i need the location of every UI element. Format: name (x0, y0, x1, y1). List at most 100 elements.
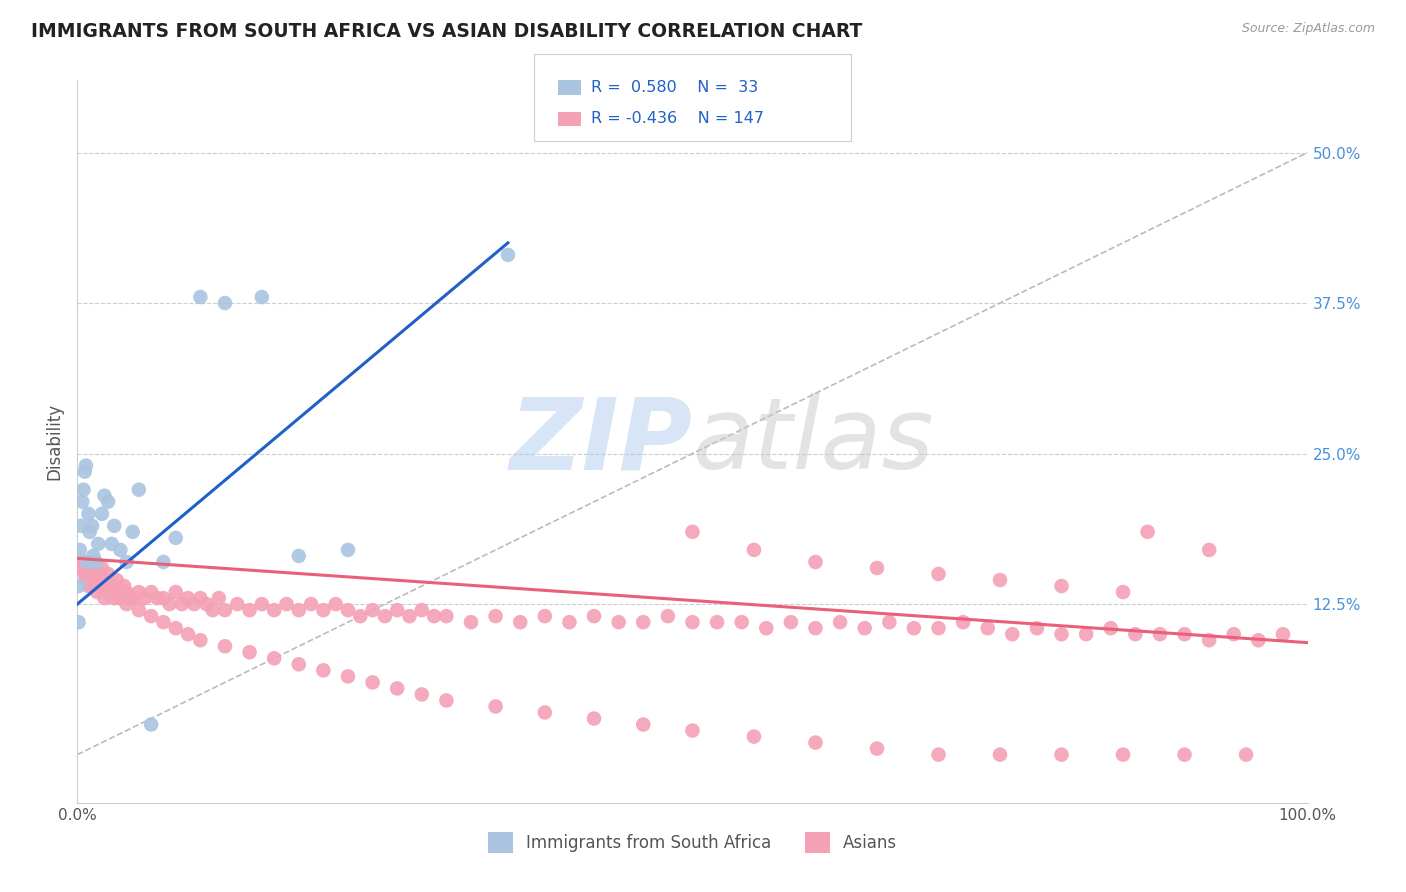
Point (361, 603, 384, 617)
Point (97, 494, 120, 508)
Point (141, 717, 163, 731)
Point (195, 597, 218, 611)
Point (90, 561, 114, 575)
Point (170, 597, 193, 611)
Point (928, 747, 950, 762)
Point (496, 248, 519, 262)
Point (239, 645, 262, 659)
Point (76, 555, 98, 569)
Point (1001, 627, 1024, 641)
Point (80, 567, 103, 582)
Text: IMMIGRANTS FROM SOUTH AFRICA VS ASIAN DISABILITY CORRELATION CHART: IMMIGRANTS FROM SOUTH AFRICA VS ASIAN DI… (31, 22, 862, 41)
Point (1247, 633, 1270, 648)
Point (103, 519, 125, 533)
Point (201, 603, 224, 617)
Point (91, 579, 114, 593)
Point (928, 621, 950, 635)
Point (79, 573, 101, 587)
Point (1076, 627, 1098, 641)
Point (485, 699, 508, 714)
Point (70, 561, 93, 575)
Point (755, 621, 778, 635)
Point (121, 524, 143, 539)
Point (165, 531, 187, 545)
Point (385, 681, 409, 696)
Point (411, 603, 433, 617)
Point (97, 585, 120, 599)
Point (436, 609, 458, 624)
Point (583, 609, 606, 624)
Point (208, 591, 231, 606)
Legend: Immigrants from South Africa, Asians: Immigrants from South Africa, Asians (481, 826, 904, 860)
Text: Source: ZipAtlas.com: Source: ZipAtlas.com (1241, 22, 1375, 36)
Point (141, 585, 163, 599)
Point (183, 597, 205, 611)
Point (879, 615, 901, 630)
Point (89, 579, 111, 593)
Point (1198, 542, 1220, 557)
Point (226, 597, 249, 611)
Point (76, 561, 98, 575)
Point (361, 675, 384, 690)
Point (177, 591, 200, 606)
Point (534, 609, 557, 624)
Point (146, 591, 169, 606)
Point (853, 621, 876, 635)
Point (159, 597, 181, 611)
Point (288, 603, 311, 617)
Point (83, 579, 105, 593)
Point (75, 458, 97, 473)
Point (86, 585, 108, 599)
Point (111, 585, 132, 599)
Point (1136, 524, 1159, 539)
Point (312, 664, 335, 678)
Point (122, 591, 145, 606)
Point (337, 669, 360, 683)
Point (72, 555, 94, 569)
Point (90, 507, 114, 521)
Point (1026, 621, 1049, 635)
Point (288, 549, 311, 563)
Point (93, 489, 115, 503)
Point (325, 597, 347, 611)
Point (70, 494, 93, 508)
Point (87, 537, 110, 551)
Point (411, 687, 433, 701)
Point (682, 615, 704, 630)
Point (93, 591, 115, 606)
Point (108, 591, 131, 606)
Point (73, 567, 96, 582)
Point (337, 603, 360, 617)
Point (128, 483, 150, 497)
Point (423, 609, 446, 624)
Point (988, 747, 1011, 762)
Point (706, 615, 728, 630)
Point (77, 579, 100, 593)
Point (1174, 747, 1197, 762)
Point (804, 555, 827, 569)
Point (558, 615, 581, 630)
Point (607, 615, 630, 630)
Point (988, 573, 1011, 587)
Point (1050, 627, 1073, 641)
Point (460, 615, 482, 630)
Point (398, 609, 420, 624)
Point (312, 603, 335, 617)
Point (105, 573, 128, 587)
Point (128, 603, 150, 617)
Point (67, 615, 90, 630)
Point (239, 603, 262, 617)
Point (152, 555, 174, 569)
Text: R = -0.436    N = 147: R = -0.436 N = 147 (591, 112, 763, 126)
Point (84, 555, 107, 569)
Point (385, 603, 409, 617)
Point (657, 609, 679, 624)
Point (72, 483, 94, 497)
Point (977, 621, 1000, 635)
Point (70, 555, 93, 569)
Point (73, 465, 96, 479)
Point (509, 615, 531, 630)
Point (288, 657, 311, 672)
Point (76, 561, 98, 575)
Point (69, 542, 91, 557)
